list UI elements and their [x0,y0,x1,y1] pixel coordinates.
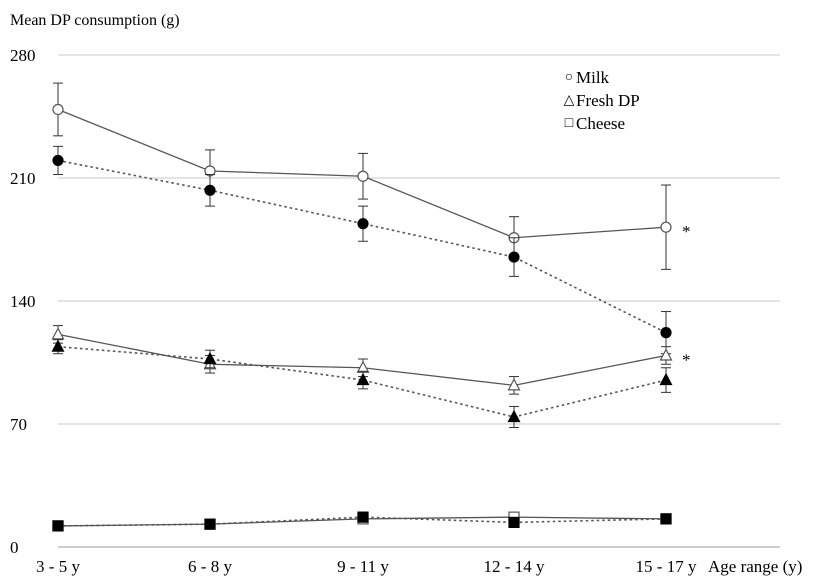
series-line [57,516,667,527]
data-point [660,221,672,233]
y-tick-label: 280 [10,46,36,65]
data-point [507,409,521,423]
significance-asterisk: * [682,350,691,369]
x-axis-title: Age range (y) [708,557,802,576]
y-axis-ticks: 0 70 140 210 280 [10,46,36,557]
x-tick-label: 9 - 11 y [337,557,389,576]
data-point [51,327,65,340]
y-axis-title: Mean DP consumption (g) [10,12,180,29]
x-tick-label: 12 - 14 y [484,557,545,576]
x-tick-label: 3 - 5 y [36,557,80,576]
data-point [508,516,520,529]
data-point [357,170,369,182]
y-tick-label: 70 [10,415,27,434]
legend-item-fresh-dp: △ Fresh DP [562,89,640,112]
legend: ○ Milk △ Fresh DP □ Cheese [562,66,640,135]
gridlines [58,54,780,548]
data-point [52,103,64,116]
data-point [660,513,672,525]
y-tick-label: 0 [10,538,19,557]
data-point [203,351,217,365]
data-point [357,218,369,230]
legend-item-milk: ○ Milk [562,66,640,89]
data-point [204,518,216,530]
data-point [51,339,65,352]
legend-label: Milk [576,68,610,87]
data-point [659,348,673,361]
data-point [52,154,64,167]
legend-label: Fresh DP [576,91,640,110]
square-open-icon: □ [564,116,574,131]
data-point [52,520,64,532]
triangle-open-icon: △ [563,93,575,108]
circle-open-icon: ○ [564,70,574,85]
x-axis-ticks: 3 - 5 y 6 - 8 y 9 - 11 y 12 - 14 y 15 - 17 y [36,557,697,576]
legend-label: Cheese [576,114,626,133]
significance-asterisk: * [682,222,691,241]
series-line [57,159,667,334]
data-point [507,378,521,391]
data-point [508,251,520,263]
data-point [357,511,369,523]
data-point [204,184,216,196]
data-point [356,372,370,386]
data-point [660,327,672,339]
data-point [356,360,370,373]
series-group [51,82,673,532]
data-point [659,372,673,386]
x-tick-label: 6 - 8 y [188,557,232,576]
legend-item-cheese: □ Cheese [562,112,640,135]
y-tick-label: 210 [10,169,36,188]
y-tick-label: 140 [10,292,36,311]
annotations: ** [682,222,691,369]
x-tick-label: 15 - 17 y [636,557,697,576]
